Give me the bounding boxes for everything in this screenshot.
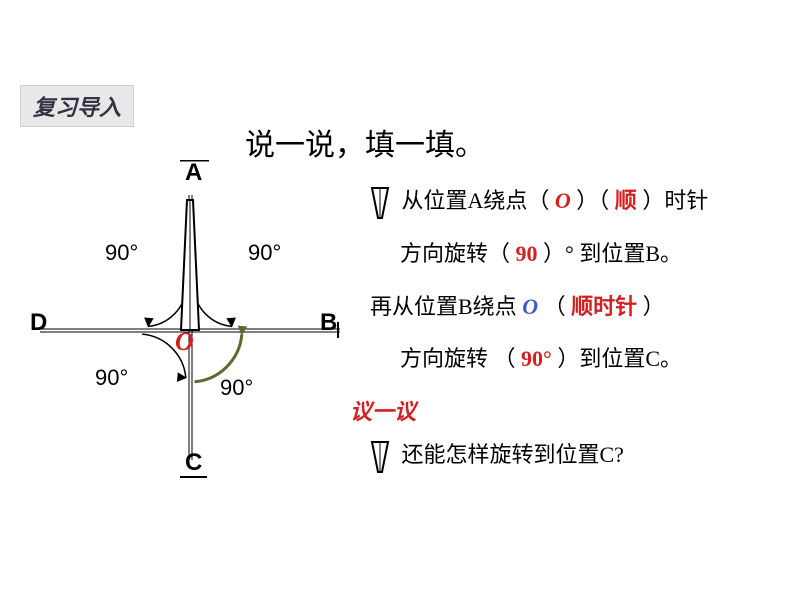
point-O: O [522, 294, 538, 319]
text: 方向旋转 （ [400, 346, 516, 371]
svg-text:D: D [30, 309, 47, 336]
diagram-svg: A B C D O 90° 90° 90° 90° [20, 160, 360, 490]
answer-direction: 顺 [615, 188, 637, 213]
text: ）° 到位置B。 [543, 241, 682, 266]
pointer-icon [370, 440, 390, 474]
svg-text:90°: 90° [248, 240, 281, 265]
svg-text:90°: 90° [105, 240, 138, 265]
text: ）时针 [642, 188, 708, 213]
text: 再从位置B绕点 [370, 294, 517, 319]
svg-text:C: C [185, 449, 202, 476]
question-text: 还能怎样旋转到位置C? [402, 442, 624, 467]
fill-blanks-text: 从位置A绕点（ O ）（ 顺 ）时针 方向旋转（ 90 ）° 到位置B。 再从位… [370, 175, 780, 482]
answer-90: 90 [516, 241, 538, 266]
svg-text:A: A [185, 160, 202, 186]
text: ）（ [576, 188, 609, 213]
text: （ [544, 294, 566, 319]
rotation-diagram: A B C D O 90° 90° 90° 90° [20, 160, 360, 490]
text: ）到位置C。 [557, 346, 682, 371]
section-tab: 复习导入 [20, 85, 134, 127]
svg-text:90°: 90° [95, 365, 128, 390]
pointer-icon [370, 186, 390, 220]
answer-clockwise: 顺时针 [571, 294, 637, 319]
answer-O: O [555, 188, 571, 213]
svg-text:O: O [175, 327, 194, 356]
answer-90deg: 90° [521, 346, 552, 371]
svg-text:B: B [320, 309, 337, 336]
text: 方向旋转（ [400, 241, 510, 266]
page-title: 说一说，填一填。 [245, 120, 485, 164]
text: ） [643, 294, 665, 319]
text: 从位置A绕点（ [402, 188, 550, 213]
svg-text:90°: 90° [220, 375, 253, 400]
